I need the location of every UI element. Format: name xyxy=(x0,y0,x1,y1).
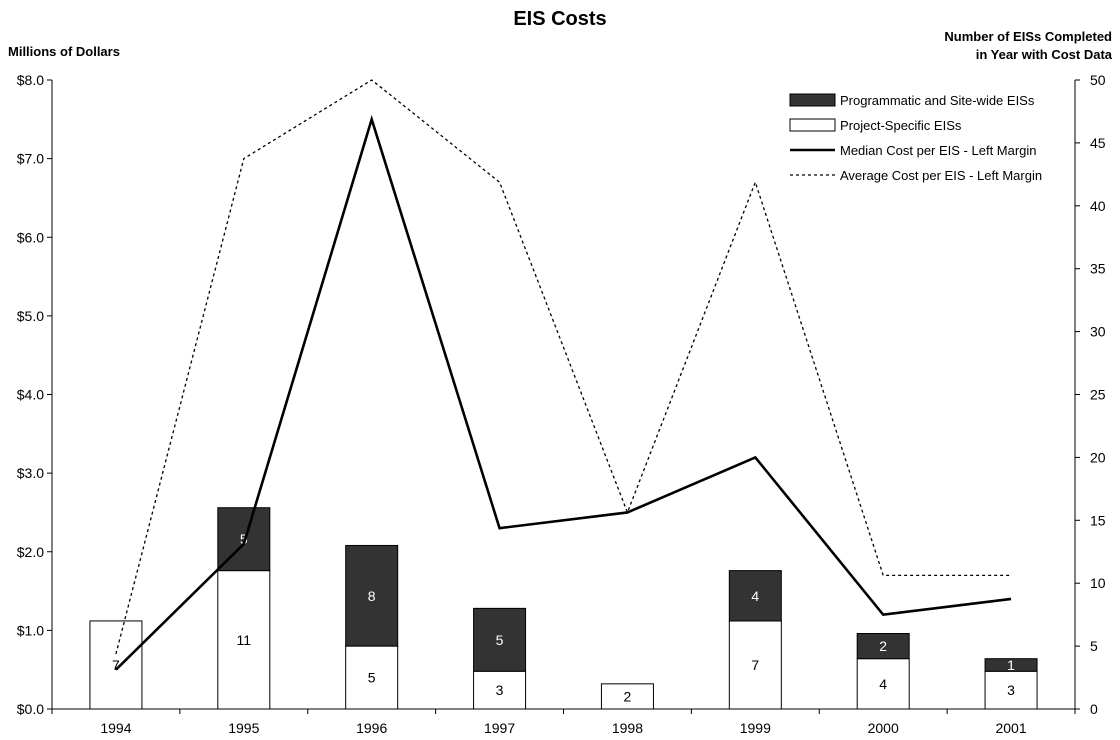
bar-data-label: 7 xyxy=(112,657,120,673)
left-tick-label: $2.0 xyxy=(17,544,44,560)
bar-segment xyxy=(856,633,910,660)
left-tick-label: $0.0 xyxy=(17,701,44,717)
left-tick-label: $7.0 xyxy=(17,151,44,167)
bar-data-label: 3 xyxy=(1007,682,1015,698)
left-tick-label: $1.0 xyxy=(17,622,44,638)
left-tick-label: $3.0 xyxy=(17,465,44,481)
left-tick-label: $6.0 xyxy=(17,229,44,245)
left-tick-label: $8.0 xyxy=(17,72,44,88)
right-tick-label: 45 xyxy=(1090,135,1106,151)
right-tick-label: 40 xyxy=(1090,198,1106,214)
bar-segment xyxy=(473,670,527,710)
x-tick-label: 1995 xyxy=(228,720,259,736)
right-tick-label: 30 xyxy=(1090,324,1106,340)
right-tick-label: 20 xyxy=(1090,449,1106,465)
bar-segment xyxy=(89,620,143,710)
bar-segment xyxy=(345,544,399,647)
bar-data-label: 4 xyxy=(879,676,887,692)
x-tick-label: 2001 xyxy=(995,720,1026,736)
right-axis-title: Number of EISs Completed in Year with Co… xyxy=(944,28,1112,64)
bar-segment xyxy=(473,607,527,672)
chart-title: EIS Costs xyxy=(513,8,607,30)
x-tick-label: 2000 xyxy=(868,720,899,736)
right-tick-label: 10 xyxy=(1090,575,1106,591)
bar-segment xyxy=(345,645,399,710)
bar-data-label: 4 xyxy=(751,588,759,604)
right-tick-label: 15 xyxy=(1090,512,1106,528)
bar-segment xyxy=(728,570,782,622)
left-axis-title: Millions of Dollars xyxy=(8,44,120,59)
bar-data-label: 2 xyxy=(879,638,887,654)
legend-label: Average Cost per EIS - Left Margin xyxy=(840,168,1042,183)
bar-data-label: 3 xyxy=(496,682,504,698)
bar-segment xyxy=(856,658,910,710)
bar-data-label: 8 xyxy=(368,588,376,604)
x-tick-label: 1996 xyxy=(356,720,387,736)
median-cost-line xyxy=(115,114,1012,671)
right-tick-label: 35 xyxy=(1090,261,1106,277)
bar-data-label: 5 xyxy=(496,632,504,648)
bar-data-label: 1 xyxy=(1007,657,1015,673)
x-tick-label: 1997 xyxy=(484,720,515,736)
right-tick-label: 0 xyxy=(1090,701,1098,717)
right-tick-label: 50 xyxy=(1090,72,1106,88)
bar-data-label: 11 xyxy=(237,632,252,648)
legend-swatch xyxy=(789,118,836,132)
left-tick-label: $5.0 xyxy=(17,308,44,324)
right-axis-title-line-2: in Year with Cost Data xyxy=(975,47,1112,62)
right-tick-label: 5 xyxy=(1090,638,1098,654)
bar-data-label: 7 xyxy=(751,657,759,673)
left-tick-label: $4.0 xyxy=(17,387,44,403)
legend-label: Median Cost per EIS - Left Margin xyxy=(840,143,1037,158)
bar-data-label: 5 xyxy=(368,670,376,686)
legend-swatch xyxy=(789,93,836,107)
bar-segment xyxy=(600,683,654,710)
bar-segment xyxy=(984,670,1038,710)
legend-label: Programmatic and Site-wide EISs xyxy=(840,93,1035,108)
legend-label: Project-Specific EISs xyxy=(840,118,962,133)
bar-data-label: 2 xyxy=(624,688,632,704)
right-tick-label: 25 xyxy=(1090,387,1106,403)
bar-segment xyxy=(984,658,1038,672)
x-tick-label: 1994 xyxy=(100,720,131,736)
x-tick-label: 1998 xyxy=(612,720,643,736)
average-cost-line xyxy=(115,79,1012,655)
right-axis-title-line-1: Number of EISs Completed xyxy=(944,29,1112,44)
x-tick-label: 1999 xyxy=(740,720,771,736)
